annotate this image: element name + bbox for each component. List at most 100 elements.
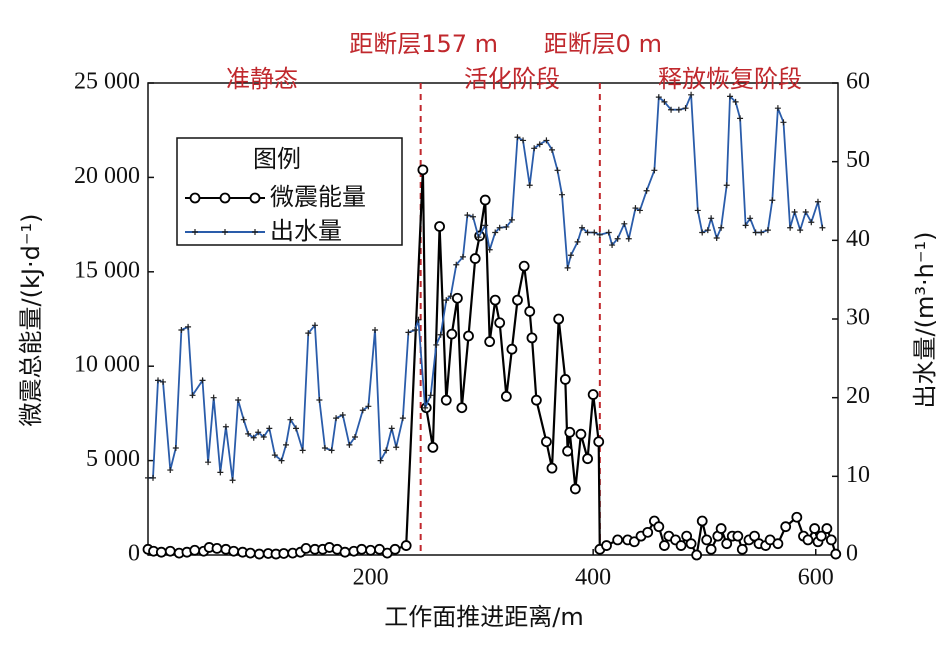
marker	[543, 137, 550, 144]
phase-label: 释放恢复阶段	[658, 65, 802, 93]
marker	[524, 306, 536, 317]
marker	[526, 332, 538, 344]
y-tick-label: 0	[128, 541, 140, 567]
marker	[508, 216, 515, 223]
x-tick-label: 600	[798, 565, 834, 591]
marker	[512, 294, 523, 306]
marker	[769, 197, 776, 204]
marker	[658, 540, 670, 551]
marker	[189, 544, 201, 556]
marker	[469, 213, 476, 220]
marker	[546, 462, 558, 474]
marker	[437, 331, 444, 338]
marker	[372, 327, 379, 334]
marker	[655, 94, 662, 101]
marker	[721, 538, 733, 550]
marker	[628, 536, 640, 548]
marker	[229, 477, 236, 484]
marker	[451, 292, 463, 304]
marker	[321, 445, 328, 452]
marker	[287, 416, 294, 423]
marker	[593, 436, 605, 448]
y2-tick-label: 60	[846, 69, 870, 95]
marker	[727, 93, 734, 100]
marker	[486, 246, 493, 253]
marker	[316, 397, 323, 404]
marker	[222, 423, 229, 430]
marker	[453, 261, 460, 268]
marker	[653, 521, 665, 533]
marker	[541, 436, 552, 448]
y2-tick-label: 40	[846, 226, 870, 252]
marker	[642, 526, 654, 538]
marker	[210, 394, 217, 401]
marker	[185, 323, 192, 330]
marker	[178, 327, 185, 334]
marker	[365, 403, 372, 410]
marker	[625, 235, 632, 242]
marker	[393, 444, 400, 451]
marker	[482, 222, 489, 229]
marker	[389, 543, 401, 555]
marker	[531, 145, 538, 152]
marker	[500, 391, 512, 402]
marker	[456, 402, 468, 414]
y2-tick-label: 50	[846, 147, 870, 173]
marker	[715, 523, 727, 534]
marker	[189, 392, 196, 399]
y2-axis-label: 出水量/(m³·h⁻¹)	[911, 232, 939, 409]
marker	[802, 534, 814, 546]
y2-tick-label: 30	[846, 305, 870, 331]
marker	[718, 224, 725, 231]
annotation: 距断层0 m	[544, 30, 662, 58]
legend-marker	[219, 192, 231, 204]
marker	[260, 434, 267, 440]
marker	[311, 322, 318, 329]
marker	[787, 224, 794, 231]
marker	[475, 234, 482, 241]
marker	[160, 378, 167, 385]
marker	[661, 98, 668, 105]
x-tick-label: 400	[575, 565, 611, 591]
marker	[821, 523, 833, 534]
marker	[553, 313, 565, 325]
y2-tick-label: 10	[846, 462, 870, 488]
marker	[780, 119, 787, 126]
marker	[415, 316, 422, 323]
legend-marker	[222, 229, 228, 235]
marker	[235, 397, 242, 404]
marker	[705, 543, 717, 555]
y-tick-label: 25 000	[74, 69, 140, 95]
y-axis-label: 微震总能量/(kJ·d⁻¹)	[17, 214, 45, 427]
marker	[434, 221, 445, 232]
marker	[614, 235, 621, 242]
marker	[433, 341, 440, 348]
marker	[609, 242, 616, 249]
marker	[145, 474, 151, 481]
marker	[244, 547, 256, 559]
marker	[808, 219, 815, 226]
marker	[564, 264, 571, 271]
marker	[266, 425, 273, 432]
marker	[253, 548, 265, 560]
marker	[377, 457, 384, 464]
marker	[400, 540, 412, 551]
marker	[575, 428, 587, 440]
marker	[643, 187, 650, 194]
y2-tick-label: 20	[846, 383, 870, 409]
marker	[579, 224, 586, 231]
marker	[333, 415, 340, 422]
marker	[736, 543, 748, 555]
marker	[492, 229, 499, 236]
marker	[704, 227, 711, 234]
marker	[520, 137, 527, 144]
marker	[574, 238, 581, 245]
marker	[518, 260, 530, 272]
marker	[427, 441, 439, 453]
marker	[240, 416, 247, 423]
marker	[732, 530, 744, 542]
annotation: 距断层157 m	[349, 30, 498, 58]
marker	[388, 425, 395, 432]
marker	[305, 330, 312, 337]
marker	[167, 467, 174, 474]
